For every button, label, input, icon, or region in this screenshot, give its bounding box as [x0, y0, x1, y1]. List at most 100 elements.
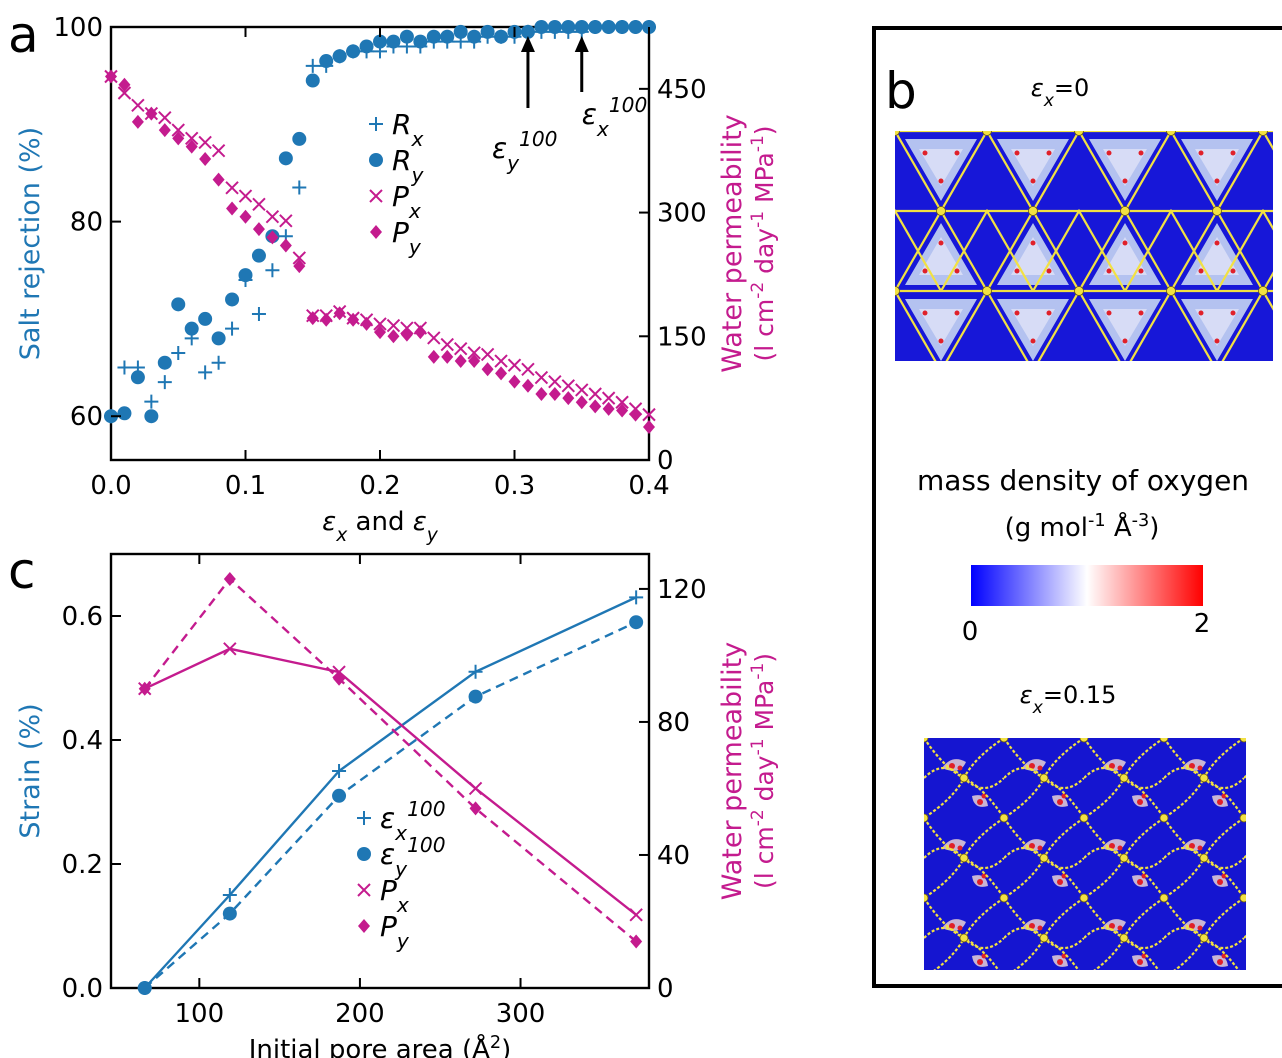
- density-map-bottom-label: εx=0.15: [1020, 681, 1117, 718]
- point-εy100: [332, 788, 347, 803]
- point-P_y: [427, 349, 440, 364]
- point-R_x: [171, 345, 186, 360]
- point-R_x: [157, 375, 172, 390]
- point-P_x: [171, 123, 185, 137]
- point-P_y: [212, 172, 225, 187]
- x-tick-label: 100: [175, 999, 225, 1029]
- point-P_x: [158, 111, 172, 125]
- legend-marker: [357, 883, 371, 897]
- point-P_y: [360, 316, 373, 331]
- point-R_x: [265, 263, 280, 278]
- point-P_y: [172, 131, 185, 146]
- point-R_y: [453, 24, 468, 39]
- point-P_y: [105, 69, 117, 84]
- panel-c-axes: 100 200 300 0.0 0.2 0.4 0.6 0 40 80 120 Initial por…: [15, 554, 779, 1058]
- panel-label-c: c: [8, 542, 36, 600]
- legend-label: Px: [380, 874, 410, 917]
- point-P_x: [386, 318, 401, 333]
- point-εx100: [468, 664, 483, 679]
- point-P_y: [441, 349, 454, 364]
- panel-label-a: a: [8, 6, 39, 64]
- point-R_y: [171, 297, 186, 312]
- point-P_y: [306, 311, 319, 326]
- point-P_y: [293, 259, 306, 274]
- point-R_y: [346, 44, 361, 59]
- point-R_y: [574, 20, 589, 34]
- y-right-axis-units: (l cm-2 day-1 MPa-1): [748, 125, 779, 361]
- point-R_y: [305, 73, 320, 88]
- colorbar-max-label: 2: [1194, 609, 1211, 639]
- point-P_y: [495, 366, 508, 381]
- x-tick-label: 0.0: [90, 471, 131, 501]
- y-right-tick-label: 80: [657, 708, 690, 738]
- point-P_x: [373, 317, 387, 331]
- y-right-tick-label: 300: [657, 199, 707, 229]
- point-R_y: [251, 248, 266, 263]
- point-Py: [469, 801, 482, 816]
- point-R_y: [278, 151, 293, 166]
- y-left-axis-label: Strain (%): [15, 703, 46, 838]
- point-εx100: [222, 888, 237, 902]
- point-R_y: [628, 20, 643, 34]
- legend-label: Px: [392, 180, 422, 223]
- legend-marker: [369, 153, 383, 167]
- point-R_y: [426, 29, 441, 44]
- point-R_y: [211, 331, 226, 346]
- y-right-tick-label: 150: [657, 322, 707, 352]
- point-P_x: [440, 337, 454, 352]
- point-P_x: [427, 331, 441, 345]
- point-R_y: [399, 29, 414, 44]
- y-left-tick-label: 60: [70, 402, 103, 432]
- density-map-strain-015: [924, 738, 1246, 970]
- point-P_y: [145, 106, 158, 121]
- point-Px: [223, 642, 237, 656]
- colorbar-title: mass density of oxygen: [917, 464, 1249, 497]
- annotation-label: εx100: [582, 93, 648, 141]
- point-P_y: [333, 306, 346, 321]
- point-P_y: [508, 374, 521, 389]
- point-P_y: [347, 312, 360, 327]
- point-P_x: [548, 374, 562, 389]
- point-R_y: [480, 24, 495, 39]
- legend-label: Ry: [392, 144, 424, 187]
- point-P_y: [185, 139, 198, 154]
- point-R_y: [225, 292, 240, 307]
- density-map-strain-0: [895, 131, 1273, 361]
- point-P_y: [226, 201, 239, 216]
- point-R_x: [251, 307, 266, 322]
- point-R_y: [198, 311, 213, 326]
- point-εy100: [468, 689, 483, 704]
- point-P_x: [131, 98, 145, 113]
- point-εx100: [332, 764, 347, 778]
- point-R_x: [211, 355, 226, 370]
- point-P_y: [481, 362, 494, 377]
- point-P_y: [629, 407, 642, 422]
- point-εy100: [222, 906, 237, 921]
- point-P_x: [615, 395, 629, 409]
- point-R_y: [615, 20, 630, 34]
- point-R_y: [534, 20, 549, 34]
- legend-label: Py: [392, 216, 422, 259]
- y-left-tick-label: 0.4: [62, 726, 103, 756]
- legend-marker: [357, 811, 371, 825]
- point-P_x: [642, 407, 656, 422]
- colorbar: [971, 565, 1203, 606]
- annotation-arrow-head: [520, 36, 535, 52]
- point-P_y: [589, 399, 602, 414]
- point-R_y: [238, 268, 253, 283]
- point-R_y: [130, 370, 145, 385]
- point-P_y: [562, 391, 575, 406]
- annotation-label: εy100: [492, 127, 558, 175]
- point-Py: [333, 671, 346, 686]
- point-P_y: [548, 387, 561, 402]
- point-P_y: [199, 151, 212, 166]
- point-P_x: [521, 362, 535, 376]
- point-R_y: [373, 34, 387, 49]
- point-P_y: [616, 403, 629, 418]
- point-P_y: [535, 387, 548, 402]
- point-R_x: [225, 321, 240, 336]
